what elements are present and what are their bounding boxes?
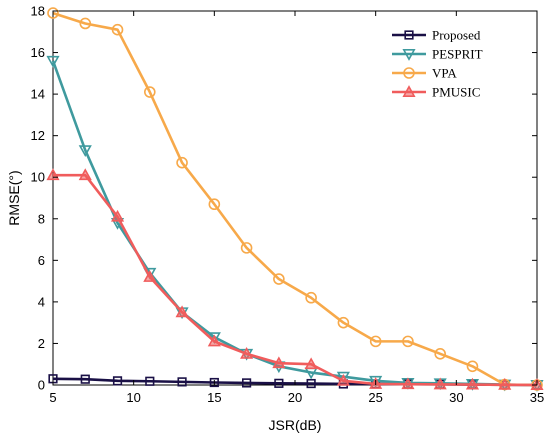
data-point-pmusic: [304, 357, 318, 370]
x-axis: 5 10 15 20 25 30 35: [49, 11, 544, 405]
data-point-proposed: [80, 374, 90, 384]
series-vpa: [47, 7, 543, 391]
data-point-vpa: [79, 17, 92, 30]
legend-swatch-marker: [402, 49, 416, 61]
data-point-pesprit: [369, 375, 383, 388]
data-point-vpa: [208, 198, 221, 211]
legend-entry-pesprit: PESPRIT: [392, 47, 483, 62]
data-point-proposed: [242, 378, 252, 388]
data-point-pmusic: [207, 334, 221, 347]
y-tick-label: 8: [38, 211, 45, 226]
x-tick-label: 15: [207, 390, 221, 405]
data-point-pmusic: [110, 209, 125, 222]
data-point-vpa: [240, 242, 253, 254]
data-point-pmusic: [433, 377, 447, 390]
data-point-vpa: [47, 7, 59, 19]
y-axis: 0 2 4 6 8 10 12 14 16 18: [31, 4, 537, 393]
legend-label: PESPRIT: [432, 47, 483, 62]
series-pmusic: [46, 168, 544, 390]
data-point-pmusic: [78, 168, 92, 181]
data-point-pmusic: [498, 377, 512, 390]
legend-swatch-marker: [403, 67, 415, 79]
y-axis-label: RMSE(°): [6, 170, 22, 225]
data-point-pmusic: [336, 373, 350, 386]
x-tick-label: 35: [530, 390, 544, 405]
data-point-vpa: [337, 316, 350, 329]
legend: Proposed PESPRIT VPA PMUSIC: [392, 28, 483, 100]
x-tick-label: 30: [449, 390, 463, 405]
plot-border: [52, 10, 538, 386]
y-tick-label: 2: [38, 336, 45, 351]
data-point-vpa: [402, 335, 414, 348]
data-point-vpa: [434, 348, 447, 360]
legend-label: Proposed: [432, 28, 481, 43]
x-tick-label: 20: [288, 390, 302, 405]
x-tick-label: 5: [49, 390, 56, 405]
x-axis-label: JSR(dB): [269, 417, 322, 433]
y-tick-label: 16: [31, 45, 45, 60]
legend-label: PMUSIC: [432, 85, 480, 100]
data-point-pesprit: [46, 55, 60, 68]
data-point-vpa: [305, 291, 317, 304]
data-point-proposed: [112, 376, 123, 386]
legend-entry-proposed: Proposed: [392, 28, 481, 43]
data-point-proposed: [306, 378, 316, 389]
x-tick-label: 25: [368, 390, 382, 405]
plot-frame: [52, 10, 538, 386]
y-tick-label: 4: [38, 294, 45, 309]
y-tick-label: 0: [38, 378, 45, 393]
data-point-pmusic: [143, 270, 157, 282]
series-line-pmusic: [53, 173, 538, 387]
data-point-pmusic: [272, 356, 286, 369]
series-layer: [46, 7, 544, 392]
data-point-proposed: [209, 377, 219, 388]
data-point-pesprit: [78, 145, 92, 158]
data-point-vpa: [466, 360, 479, 373]
data-point-vpa: [369, 335, 382, 348]
x-tick-label: 10: [126, 390, 140, 405]
y-tick-label: 18: [31, 4, 45, 19]
legend-swatch-marker: [402, 85, 416, 97]
data-point-vpa: [176, 156, 188, 169]
data-point-proposed: [145, 376, 155, 386]
legend-swatch-marker: [404, 30, 414, 40]
y-tick-label: 6: [38, 253, 45, 268]
data-point-pmusic: [175, 305, 189, 318]
data-point-pmusic: [401, 377, 415, 390]
data-point-vpa: [273, 273, 285, 285]
data-point-pmusic: [240, 346, 254, 359]
y-tick-label: 12: [31, 128, 45, 143]
legend-entry-vpa: VPA: [392, 66, 457, 81]
y-tick-label: 14: [31, 87, 45, 102]
data-point-vpa: [111, 23, 124, 36]
legend-label: VPA: [432, 66, 457, 81]
series-line-vpa: [52, 11, 538, 387]
data-point-pesprit: [336, 371, 350, 384]
data-point-proposed: [274, 378, 284, 388]
y-tick-label: 10: [31, 170, 45, 185]
series-line-pesprit: [51, 60, 538, 387]
data-point-pmusic: [465, 377, 480, 390]
legend-entry-pmusic: PMUSIC: [392, 85, 480, 100]
data-point-proposed: [177, 377, 187, 387]
data-point-vpa: [144, 86, 156, 98]
